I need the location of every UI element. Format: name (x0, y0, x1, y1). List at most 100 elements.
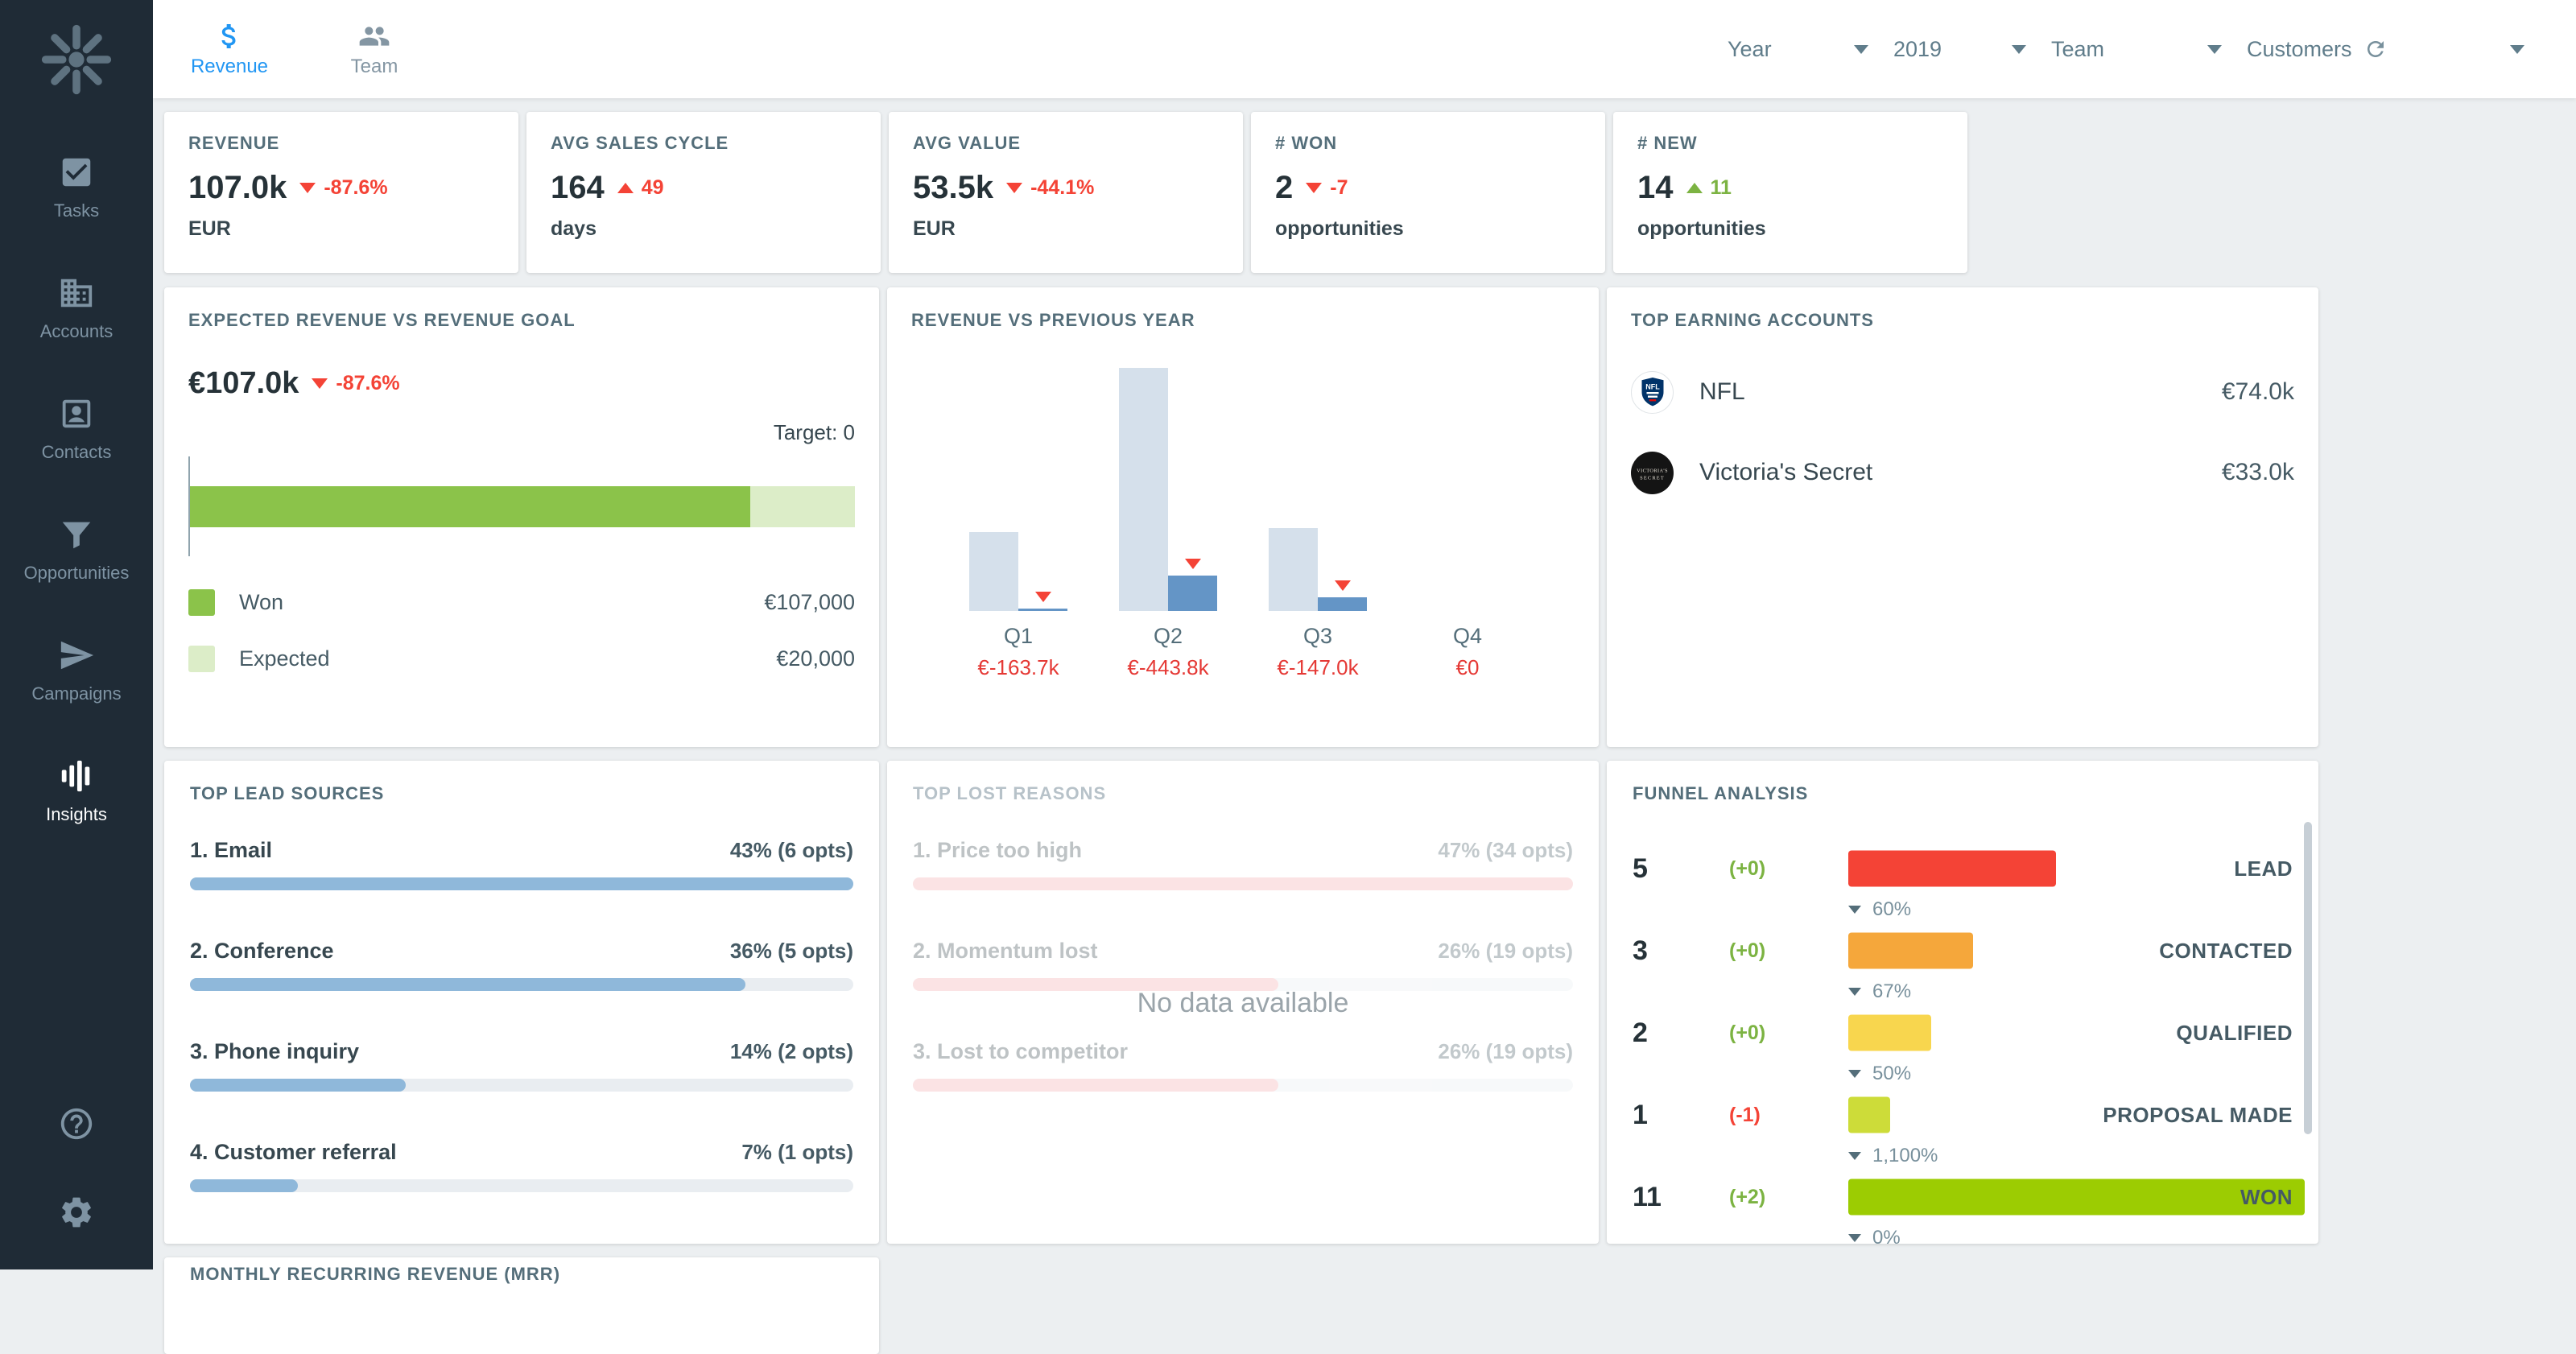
this-year-bar (1168, 576, 1217, 611)
account-row[interactable]: NFL NFL €74.0k (1631, 360, 2294, 424)
card-top-lead-sources: TOP LEAD SOURCES 1. Email 43% (6 opts) 2… (164, 761, 879, 1244)
funnel-conversion-row: 0% (1633, 1223, 2293, 1244)
tab-revenue[interactable]: Revenue (181, 0, 278, 98)
filter-value: Year (1728, 37, 1772, 62)
card-top-lost-reasons: TOP LOST REASONS 1. Price too high 47% (… (887, 761, 1599, 1244)
previous-year-bar (969, 532, 1018, 611)
conversion-down-icon (1848, 1152, 1861, 1160)
conversion-percent: 60% (1872, 898, 1911, 921)
quarter-label: Q3 (1269, 624, 1367, 649)
item-stat: 14% (2 opts) (730, 1039, 853, 1064)
chevron-down-icon (2207, 45, 2222, 54)
kpi-unit: opportunities (1637, 217, 1943, 241)
stage-delta: (-1) (1729, 1104, 1802, 1127)
refresh-icon[interactable] (2363, 37, 2388, 61)
contacts-icon (58, 395, 95, 432)
card-title: REVENUE VS PREVIOUS YEAR (911, 310, 1575, 331)
this-year-bar (1018, 609, 1067, 611)
trend-down-icon (299, 183, 316, 193)
stage-bar (1848, 851, 2056, 887)
sidebar-item-contacts[interactable]: Contacts (0, 369, 153, 489)
stage-label: WON (2240, 1185, 2293, 1210)
sidebar-item-insights[interactable]: Insights (0, 731, 153, 852)
item-stat: 36% (5 opts) (730, 939, 853, 964)
item-name: 1. Email (190, 838, 272, 863)
stage-count: 2 (1633, 1018, 1729, 1049)
stage-bar (1848, 933, 1973, 969)
item-stat: 47% (34 opts) (1438, 838, 1573, 863)
item-stat: 26% (19 opts) (1438, 939, 1573, 964)
sidebar-item-campaigns[interactable]: Campaigns (0, 610, 153, 731)
scrollbar-thumb[interactable] (2304, 822, 2312, 1134)
tab-team[interactable]: Team (326, 0, 423, 98)
kpi-delta: 11 (1711, 176, 1732, 200)
bar-fill (190, 1079, 406, 1092)
opportunities-icon (58, 516, 95, 553)
revenue-goal-value: €107.0k (188, 366, 299, 401)
sidebar-item-label: Campaigns (31, 683, 121, 704)
item-name: 2. Conference (190, 939, 334, 964)
sidebar-item-opportunities[interactable]: Opportunities (0, 489, 153, 610)
card-funnel-analysis: FUNNEL ANALYSIS 5 (+0) LEAD 60% 3 (+0) C… (1607, 761, 2318, 1244)
sidebar-item-accounts[interactable]: Accounts (0, 248, 153, 369)
lead-source-list: 1. Email 43% (6 opts) 2. Conference 36% … (190, 838, 853, 1192)
gear-icon[interactable] (58, 1194, 95, 1231)
card-monthly-recurring-revenue: MONTHLY RECURRING REVENUE (MRR) (164, 1257, 879, 1354)
item-name: 2. Momentum lost (913, 939, 1098, 964)
bar-fill (190, 1179, 298, 1192)
account-name: Victoria's Secret (1699, 459, 1872, 486)
item-stat: 43% (6 opts) (730, 838, 853, 863)
goal-legend: Won €107,000 Expected €20,000 (188, 574, 855, 687)
help-icon[interactable] (58, 1105, 95, 1142)
card-expected-revenue-vs-goal: EXPECTED REVENUE VS REVENUE GOAL €107.0k… (164, 287, 879, 747)
card-title: EXPECTED REVENUE VS REVENUE GOAL (188, 310, 855, 331)
kpi-value: 107.0k (188, 170, 287, 206)
card-title: TOP EARNING ACCOUNTS (1631, 310, 2294, 331)
filter-segment[interactable]: Customers (2247, 37, 2524, 62)
ranked-bar-item: 1. Email 43% (6 opts) (190, 838, 853, 890)
ranked-bar-item: 3. Lost to competitor 26% (19 opts) (913, 1039, 1573, 1092)
dollar-icon (213, 20, 246, 52)
no-data-message: No data available (887, 988, 1599, 1019)
kpi-card--new: # NEW 14 11 opportunities (1613, 112, 1967, 273)
dashboard-content: REVENUE 107.0k -87.6% EUR AVG SALES CYCL… (153, 98, 2576, 1269)
expected-bar-segment (750, 486, 855, 527)
quarterly-bar-chart-labels: Q1 €-163.7k Q2 €-443.8k Q3 €-147.0k Q4 €… (911, 624, 1575, 680)
filter-bar: Year 2019 Team Customers (1728, 37, 2524, 62)
previous-year-bar (1119, 368, 1168, 611)
ranked-bar-item: 2. Momentum lost 26% (19 opts) (913, 939, 1573, 991)
svg-text:NFL: NFL (1645, 382, 1660, 390)
card-title: FUNNEL ANALYSIS (1633, 783, 2293, 804)
stage-count: 3 (1633, 935, 1729, 967)
bar-track (190, 877, 853, 890)
funnel-stage-qualified: 2 (+0) QUALIFIED (1633, 1007, 2293, 1059)
funnel-conversion-row: 60% (1633, 894, 2293, 925)
filter-year[interactable]: 2019 (1893, 37, 2026, 62)
kpi-value: 164 (551, 170, 605, 206)
kpi-delta: -44.1% (1030, 176, 1094, 200)
kpi-row: REVENUE 107.0k -87.6% EUR AVG SALES CYCL… (164, 112, 2576, 273)
filter-team[interactable]: Team (2051, 37, 2222, 62)
filter-period[interactable]: Year (1728, 37, 1868, 62)
kpi-card--won: # WON 2 -7 opportunities (1251, 112, 1605, 273)
item-stat: 7% (1 opts) (741, 1140, 853, 1165)
view-tabs: Revenue Team (181, 0, 423, 98)
sidebar-item-tasks[interactable]: Tasks (0, 127, 153, 248)
bar-group-label: Q3 €-147.0k (1269, 624, 1367, 680)
ranked-bar-item: 2. Conference 36% (5 opts) (190, 939, 853, 991)
funnel-stage-won: 11 (+2) WON (1633, 1171, 2293, 1223)
lost-reason-list: 1. Price too high 47% (34 opts) 2. Momen… (913, 838, 1573, 1092)
tab-label: Team (351, 56, 398, 78)
stage-label: PROPOSAL MADE (2103, 1103, 2293, 1128)
quarter-label: Q1 (969, 624, 1067, 649)
ranked-bar-item: 1. Price too high 47% (34 opts) (913, 838, 1573, 890)
salesflare-logo-icon[interactable] (39, 23, 114, 97)
legend-label: Won (239, 590, 283, 615)
conversion-percent: 1,100% (1872, 1145, 1938, 1167)
ranked-bar-item: 3. Phone inquiry 14% (2 opts) (190, 1039, 853, 1092)
dashboard-row-3: TOP LEAD SOURCES 1. Email 43% (6 opts) 2… (164, 761, 2576, 1244)
account-name: NFL (1699, 378, 1745, 406)
accounts-icon (58, 275, 95, 312)
